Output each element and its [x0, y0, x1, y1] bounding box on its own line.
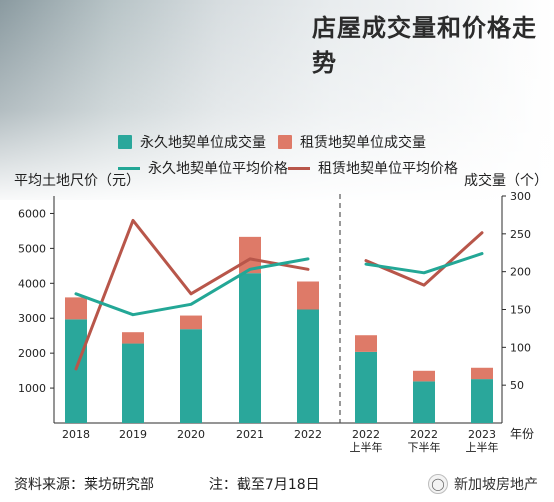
- right-tick-label: 300: [510, 190, 531, 203]
- left-tick-label: 3000: [18, 312, 46, 325]
- bar-leasehold-volume: [413, 370, 435, 382]
- legend-label-leasehold-volume: 租赁地契单位成交量: [300, 135, 426, 151]
- watermark-text: 新加坡房地产: [454, 477, 538, 493]
- right-tick-label: 150: [510, 304, 531, 317]
- x-tick-label: 2023: [468, 428, 496, 441]
- bar-leasehold-volume: [180, 315, 202, 330]
- x-tick-label: 2022: [410, 428, 438, 441]
- photo-fade: [0, 0, 554, 200]
- legend-label-freehold-price: 永久地契单位平均价格: [148, 161, 288, 177]
- header-background-photo: [0, 0, 554, 200]
- footer: 资料来源：莱坊研究部 注：截至7月18日: [14, 474, 320, 494]
- right-tick-label: 200: [510, 266, 531, 279]
- x-tick-label: 2020: [177, 428, 205, 441]
- legend-item-freehold-price: 永久地契单位平均价格: [118, 158, 288, 178]
- left-tick-label: 2000: [18, 347, 46, 360]
- chart-title: 店屋成交量和价格走势: [312, 14, 537, 77]
- right-tick-label: 50: [510, 379, 524, 392]
- line-leasehold-price: [74, 218, 310, 371]
- legend: 永久地契单位成交量 租赁地契单位成交量 永久地契单位平均价格 租赁地契单位平均价…: [118, 132, 458, 184]
- x-axis-title: 年份: [510, 427, 534, 441]
- x-tick-label: 2021: [236, 428, 264, 441]
- x-tick-label: 2022: [294, 428, 322, 441]
- right-tick-label: 250: [510, 228, 531, 241]
- left-tick-label: 1000: [18, 382, 46, 395]
- bar-leasehold-volume: [239, 236, 261, 274]
- x-tick-label: 2018: [62, 428, 90, 441]
- bar-leasehold-volume: [471, 367, 493, 380]
- bar-freehold-volume: [297, 309, 319, 423]
- line-leasehold-price: [364, 231, 484, 287]
- legend-item-leasehold-price: 租赁地契单位平均价格: [288, 158, 458, 178]
- bar-freehold-volume: [413, 381, 435, 423]
- legend-swatch-freehold-volume: [118, 135, 132, 149]
- x-tick-label: 上半年: [350, 440, 383, 454]
- legend-label-leasehold-price: 租赁地契单位平均价格: [318, 161, 458, 177]
- bar-freehold-volume: [122, 343, 144, 423]
- left-axis-title: 平均土地尺价（元）: [14, 173, 140, 189]
- bar-freehold-volume: [239, 273, 261, 423]
- left-tick-label: 6000: [18, 207, 46, 220]
- legend-item-leasehold-volume: 租赁地契单位成交量: [278, 132, 438, 152]
- watermark: ◯ 新加坡房地产: [428, 474, 538, 494]
- x-tick-label: 下半年: [408, 440, 441, 454]
- bar-leasehold-volume: [122, 332, 144, 344]
- bar-freehold-volume: [471, 379, 493, 423]
- x-tick-label: 上半年: [466, 440, 499, 454]
- x-tick-label: 2022: [352, 428, 380, 441]
- bar-freehold-volume: [65, 319, 87, 423]
- legend-item-freehold-volume: 永久地契单位成交量: [118, 132, 278, 152]
- bar-freehold-volume: [355, 351, 377, 423]
- legend-label-freehold-volume: 永久地契单位成交量: [140, 135, 266, 151]
- bar-freehold-volume: [180, 329, 202, 423]
- legend-row-bars: 永久地契单位成交量 租赁地契单位成交量: [118, 132, 438, 152]
- right-axis-title: 成交量（个）: [464, 173, 548, 189]
- legend-row-lines: 永久地契单位平均价格 租赁地契单位平均价格: [118, 158, 458, 178]
- left-tick-label: 5000: [18, 242, 46, 255]
- line-freehold-price: [74, 257, 310, 317]
- bar-leasehold-volume: [297, 281, 319, 310]
- legend-line-leasehold-price: [288, 166, 310, 170]
- line-freehold-price: [364, 252, 484, 275]
- cutoff-note: 注：截至7月18日: [208, 477, 320, 493]
- x-tick-label: 2019: [119, 428, 147, 441]
- chat-bubble-icon: ◯: [428, 474, 448, 494]
- legend-swatch-leasehold-volume: [278, 135, 292, 149]
- bar-leasehold-volume: [355, 335, 377, 352]
- left-tick-label: 4000: [18, 277, 46, 290]
- bar-leasehold-volume: [65, 297, 87, 320]
- legend-line-freehold-price: [118, 166, 140, 170]
- right-tick-label: 100: [510, 341, 531, 354]
- source-note: 资料来源：莱坊研究部: [14, 477, 154, 493]
